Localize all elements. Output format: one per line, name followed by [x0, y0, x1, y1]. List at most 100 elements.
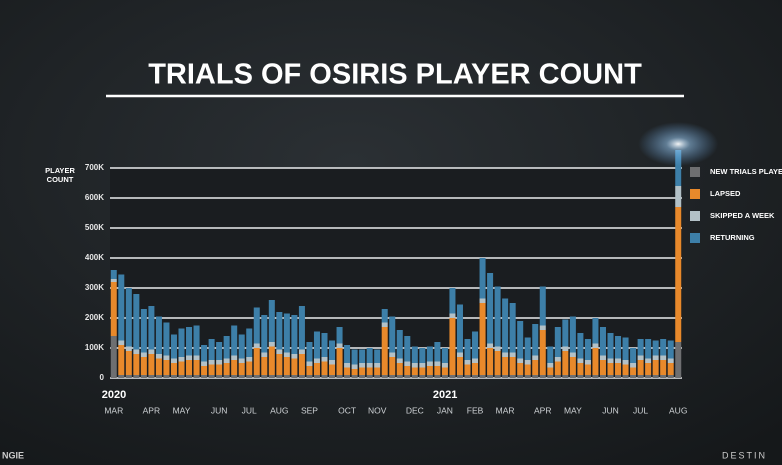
- bar-segment: [238, 375, 245, 378]
- bar-segment: [404, 336, 411, 362]
- bar-segment: [554, 357, 561, 362]
- bar-segment: [208, 364, 215, 375]
- bar-segment: [125, 346, 132, 351]
- bar-segment: [637, 375, 644, 378]
- bar-segment: [193, 355, 200, 360]
- bar-segment: [283, 313, 290, 353]
- bar-segment: [547, 367, 554, 375]
- bar-segment: [298, 375, 305, 378]
- bar-segment: [261, 357, 268, 375]
- bar-segment: [441, 363, 448, 368]
- bar-segment: [329, 364, 336, 375]
- bar-segment: [321, 333, 328, 357]
- bar-segment: [577, 363, 584, 375]
- bar-segment: [562, 351, 569, 375]
- bar-segment: [178, 361, 185, 375]
- x-tick-label: NOV: [368, 405, 387, 415]
- bar-segment: [652, 360, 659, 375]
- bar-segment: [351, 375, 358, 378]
- bar-segment: [359, 367, 366, 375]
- year-label: 2021: [433, 389, 457, 401]
- bar-segment: [592, 375, 599, 378]
- bar-segment: [615, 363, 622, 375]
- x-tick-label: MAY: [564, 405, 582, 415]
- bar-segment: [223, 336, 230, 359]
- bar-segment: [283, 352, 290, 357]
- bar-segment: [291, 354, 298, 359]
- bar-segment: [253, 343, 260, 348]
- bar-segment: [577, 375, 584, 378]
- bar-segment: [276, 375, 283, 378]
- logo-left: NGIE: [2, 450, 24, 460]
- bar-segment: [419, 367, 426, 375]
- bar-segment: [660, 360, 667, 375]
- bar-segment: [517, 363, 524, 375]
- legend-label: NEW TRIALS PLAYERS: [710, 167, 782, 176]
- bar-segment: [246, 357, 253, 362]
- bar-segment: [359, 363, 366, 368]
- bar-segment: [253, 348, 260, 375]
- bar-segment: [404, 375, 411, 378]
- bar-segment: [645, 363, 652, 375]
- bar-segment: [517, 375, 524, 378]
- x-tick-label: MAR: [104, 405, 123, 415]
- legend-label: LAPSED: [710, 189, 741, 198]
- bar-segment: [660, 375, 667, 378]
- x-tick-label: JUN: [211, 405, 228, 415]
- bar-segment: [253, 307, 260, 344]
- bar-segment: [599, 375, 606, 378]
- bar-segment: [599, 360, 606, 375]
- bar-segment: [517, 321, 524, 359]
- bar-segment: [170, 334, 177, 359]
- bar-segment: [268, 342, 275, 347]
- bar-segment: [201, 361, 208, 366]
- bar-segment: [381, 375, 388, 378]
- bar-segment: [456, 375, 463, 378]
- bar-segment: [509, 375, 516, 378]
- bar-segment: [231, 355, 238, 360]
- bar-segment: [118, 375, 125, 378]
- bar-segment: [464, 360, 471, 365]
- bar-segment: [389, 357, 396, 375]
- bar-segment: [178, 375, 185, 378]
- bar-segment: [464, 339, 471, 360]
- bar-segment: [607, 363, 614, 375]
- bar-segment: [268, 375, 275, 378]
- bar-segment: [487, 343, 494, 348]
- bar-segment: [660, 339, 667, 356]
- year-label: 2020: [102, 389, 126, 401]
- bar-segment: [524, 375, 531, 378]
- bar-segment: [321, 375, 328, 378]
- bar-segment: [201, 366, 208, 375]
- bar-segment: [238, 363, 245, 375]
- bar-segment: [645, 375, 652, 378]
- bar-segment: [216, 342, 223, 360]
- bar-segment: [637, 339, 644, 356]
- bar-segment: [366, 363, 373, 368]
- bar-segment: [547, 363, 554, 368]
- bar-segment: [291, 358, 298, 375]
- bar-segment: [170, 363, 177, 375]
- bar-segment: [110, 279, 117, 282]
- bar-segment: [434, 375, 441, 378]
- bar-segment: [396, 358, 403, 363]
- bar-segment: [329, 375, 336, 378]
- bar-segment: [178, 357, 185, 362]
- bar-segment: [404, 366, 411, 375]
- bar-segment: [539, 325, 546, 330]
- bar-segment: [155, 358, 162, 375]
- x-tick-label: JUL: [633, 405, 648, 415]
- bar-segment: [509, 352, 516, 357]
- bar-segment: [306, 361, 313, 366]
- bar-segment: [133, 349, 140, 354]
- bar-segment: [502, 352, 509, 357]
- bar-segment: [547, 375, 554, 378]
- bar-segment: [298, 354, 305, 375]
- bar-segment: [381, 327, 388, 375]
- bar-segment: [306, 366, 313, 375]
- bar-segment: [426, 346, 433, 362]
- bar-segment: [321, 361, 328, 375]
- chart-title: TRIALS OF OSIRIS PLAYER COUNT: [148, 59, 642, 91]
- bar-segment: [381, 309, 388, 323]
- bar-segment: [163, 360, 170, 375]
